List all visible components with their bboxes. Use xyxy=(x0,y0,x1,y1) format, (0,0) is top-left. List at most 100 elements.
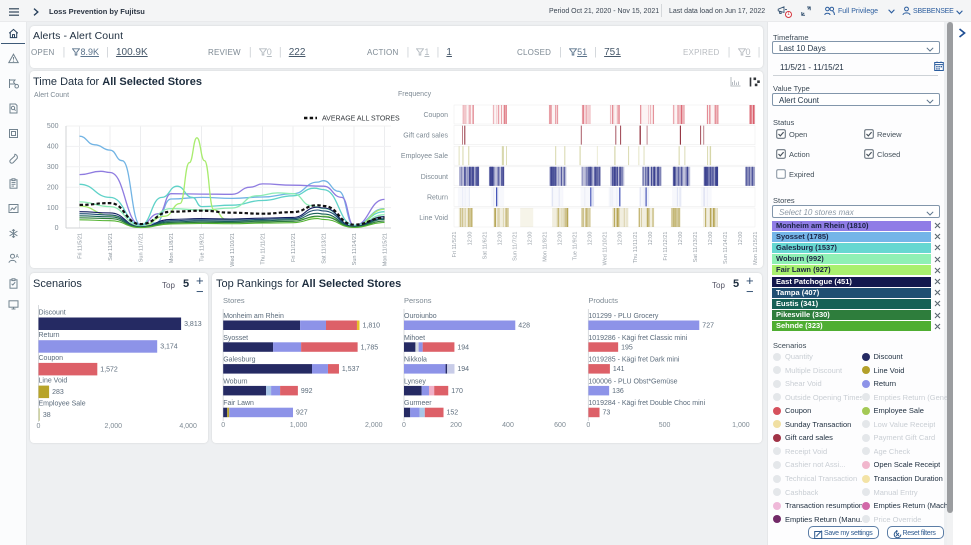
svg-text:Mon 11/8/21: Mon 11/8/21 xyxy=(169,233,175,263)
svg-text:4,000: 4,000 xyxy=(179,423,197,430)
svg-text:Products: Products xyxy=(588,296,618,305)
svg-text:Return: Return xyxy=(39,332,60,339)
svg-text:3,813: 3,813 xyxy=(184,321,202,328)
svg-text:0: 0 xyxy=(37,423,41,430)
svg-text:Thu 11/11/21: Thu 11/11/21 xyxy=(261,233,267,265)
svg-text:100006 - PLU Obst*Gemüse: 100006 - PLU Obst*Gemüse xyxy=(588,378,677,385)
svg-text:0: 0 xyxy=(221,422,225,429)
svg-text:152: 152 xyxy=(447,410,459,417)
svg-text:Discount: Discount xyxy=(39,310,66,317)
svg-text:Gurmeer: Gurmeer xyxy=(404,400,432,407)
svg-text:1019284 - Kägi fret Double Cho: 1019284 - Kägi fret Double Choc mini xyxy=(588,400,705,407)
svg-text:Thu 11/11/21: Thu 11/11/21 xyxy=(633,232,639,264)
svg-text:Coupon: Coupon xyxy=(39,355,64,362)
svg-text:1,000: 1,000 xyxy=(290,422,308,429)
svg-text:Monheim am Rhein: Monheim am Rhein xyxy=(223,313,284,320)
svg-text:Fri 11/12/21: Fri 11/12/21 xyxy=(663,232,669,261)
svg-text:12:00: 12:00 xyxy=(648,232,654,246)
svg-text:12:00: 12:00 xyxy=(618,232,624,246)
svg-text:0: 0 xyxy=(586,422,590,429)
svg-text:Fri 11/12/21: Fri 11/12/21 xyxy=(291,233,297,262)
svg-text:Lynsey: Lynsey xyxy=(404,378,426,385)
svg-text:727: 727 xyxy=(702,323,714,330)
svg-text:1019286 - Kägi fret Classic mi: 1019286 - Kägi fret Classic mini xyxy=(588,335,687,342)
svg-text:1,000: 1,000 xyxy=(732,422,750,429)
svg-text:Line Void: Line Void xyxy=(39,378,68,385)
svg-text:Employee Sale: Employee Sale xyxy=(401,153,448,160)
svg-text:170: 170 xyxy=(451,388,463,395)
svg-text:500: 500 xyxy=(47,123,59,130)
svg-text:Syosset: Syosset xyxy=(223,335,248,342)
svg-text:Woburn: Woburn xyxy=(223,378,247,385)
svg-text:Sun 11/7/21: Sun 11/7/21 xyxy=(512,232,518,261)
svg-text:200: 200 xyxy=(47,184,59,191)
svg-text:12:00: 12:00 xyxy=(738,232,744,246)
svg-text:Employee Sale: Employee Sale xyxy=(39,400,86,407)
svg-text:12:00: 12:00 xyxy=(467,232,473,246)
svg-text:Frequency: Frequency xyxy=(398,91,432,98)
svg-text:1019285 - Kägi fret Dark mini: 1019285 - Kägi fret Dark mini xyxy=(588,357,679,364)
svg-text:194: 194 xyxy=(457,344,469,351)
svg-text:Mon 11/15/21: Mon 11/15/21 xyxy=(753,232,759,265)
svg-text:194: 194 xyxy=(457,366,469,373)
svg-text:Sat 11/13/21: Sat 11/13/21 xyxy=(693,232,699,263)
svg-text:2,000: 2,000 xyxy=(365,422,383,429)
svg-text:300: 300 xyxy=(47,164,59,171)
svg-text:1,572: 1,572 xyxy=(100,366,118,373)
svg-text:Fair Lawn: Fair Lawn xyxy=(223,400,254,407)
svg-text:Wed 11/10/21: Wed 11/10/21 xyxy=(603,232,609,266)
svg-text:73: 73 xyxy=(603,410,611,417)
svg-text:195: 195 xyxy=(621,344,633,351)
svg-text:428: 428 xyxy=(518,323,530,330)
svg-text:Sun 11/7/21: Sun 11/7/21 xyxy=(139,233,145,262)
svg-text:12:00: 12:00 xyxy=(497,232,503,246)
svg-text:Gift card sales: Gift card sales xyxy=(403,133,448,140)
svg-text:2,000: 2,000 xyxy=(105,423,123,430)
svg-text:1,537: 1,537 xyxy=(342,366,360,373)
svg-text:Fri 11/5/21: Fri 11/5/21 xyxy=(452,232,458,258)
svg-text:100: 100 xyxy=(47,205,59,212)
svg-text:3,174: 3,174 xyxy=(160,344,178,351)
svg-text:12:00: 12:00 xyxy=(558,232,564,246)
svg-text:Persons: Persons xyxy=(404,296,432,305)
svg-text:Alert Count: Alert Count xyxy=(34,92,69,99)
svg-text:12:00: 12:00 xyxy=(678,232,684,246)
svg-text:AVERAGE ALL STORES: AVERAGE ALL STORES xyxy=(322,116,400,123)
svg-text:12:00: 12:00 xyxy=(708,232,714,246)
svg-text:1,810: 1,810 xyxy=(363,323,381,330)
svg-text:Mon 11/8/21: Mon 11/8/21 xyxy=(543,232,549,262)
svg-text:1,785: 1,785 xyxy=(361,344,379,351)
svg-text:Sat 11/6/21: Sat 11/6/21 xyxy=(482,232,488,260)
svg-text:200: 200 xyxy=(450,422,462,429)
svg-text:400: 400 xyxy=(502,422,514,429)
svg-text:Fri 11/5/21: Fri 11/5/21 xyxy=(78,233,84,259)
svg-text:600: 600 xyxy=(554,422,566,429)
svg-text:Sat 11/13/21: Sat 11/13/21 xyxy=(322,233,328,264)
svg-text:A: A xyxy=(16,254,20,260)
svg-text:Tue 11/9/21: Tue 11/9/21 xyxy=(573,232,579,261)
svg-text:101299 - PLU Grocery: 101299 - PLU Grocery xyxy=(588,313,659,320)
svg-text:Galesburg: Galesburg xyxy=(223,357,255,364)
svg-text:Tue 11/9/21: Tue 11/9/21 xyxy=(200,233,206,262)
svg-text:Coupon: Coupon xyxy=(423,112,448,119)
svg-text:992: 992 xyxy=(301,388,313,395)
svg-text:283: 283 xyxy=(52,389,64,396)
svg-text:Stores: Stores xyxy=(223,296,245,305)
svg-text:Ouroiunbo: Ouroiunbo xyxy=(404,313,437,320)
svg-text:12:00: 12:00 xyxy=(588,232,594,246)
svg-text:141: 141 xyxy=(613,366,625,373)
svg-text:0: 0 xyxy=(55,225,59,232)
svg-text:Line Void: Line Void xyxy=(419,215,448,222)
svg-text:0: 0 xyxy=(402,422,406,429)
svg-text:Return: Return xyxy=(427,194,448,201)
svg-text:Mihoet: Mihoet xyxy=(404,335,425,342)
svg-text:Wed 11/10/21: Wed 11/10/21 xyxy=(230,233,236,267)
svg-text:Mon 11/15/21: Mon 11/15/21 xyxy=(383,233,389,266)
svg-text:Discount: Discount xyxy=(421,174,448,181)
svg-text:Sun 11/14/21: Sun 11/14/21 xyxy=(352,233,358,265)
svg-text:Nikkola: Nikkola xyxy=(404,357,427,364)
svg-text:Sun 11/14/21: Sun 11/14/21 xyxy=(723,232,729,264)
svg-text:136: 136 xyxy=(612,388,624,395)
svg-text:Sat 11/6/21: Sat 11/6/21 xyxy=(108,233,114,261)
svg-text:400: 400 xyxy=(47,144,59,151)
